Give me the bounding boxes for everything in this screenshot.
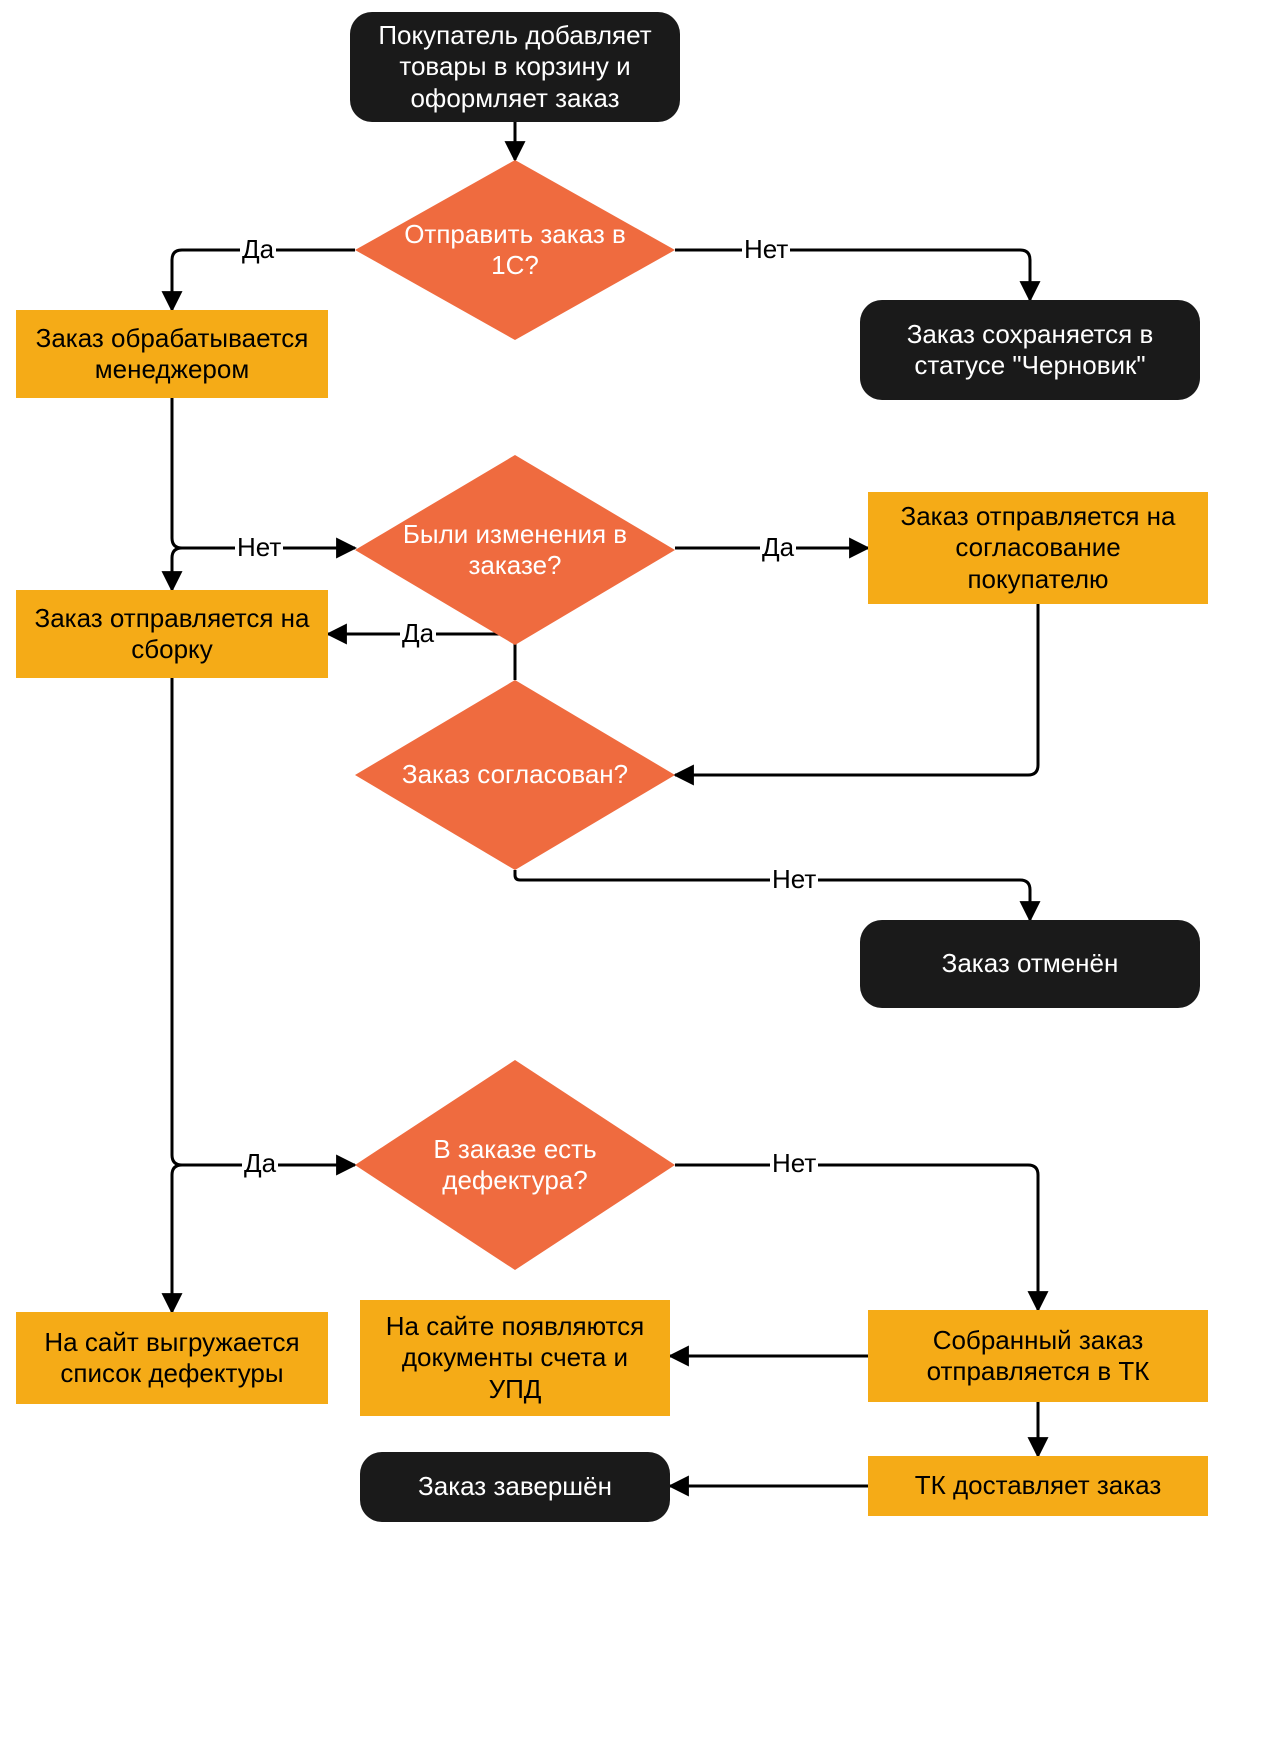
decision-label: Были изменения в заказе? <box>355 455 675 645</box>
process-p-manager: Заказ обрабатывается менеджером <box>16 310 328 398</box>
edge-label-e2: Да <box>240 234 276 265</box>
flowchart-canvas: Покупатель добавляет товары в корзину и … <box>0 0 1280 1739</box>
terminal-t-cancel: Заказ отменён <box>860 920 1200 1008</box>
decision-label: Заказ согласован? <box>355 680 675 870</box>
process-p-docs: На сайте появляются документы счета и УП… <box>360 1300 670 1416</box>
decision-d-agreed: Заказ согласован? <box>355 680 675 870</box>
process-p-delivers: ТК доставляет заказ <box>868 1456 1208 1516</box>
decision-label: В заказе есть дефектура? <box>355 1060 675 1270</box>
edge-e3 <box>675 250 1030 300</box>
edge-label-e12: Нет <box>770 1148 818 1179</box>
decision-d-changes: Были изменения в заказе? <box>355 455 675 645</box>
edge-label-e6: Да <box>760 532 796 563</box>
edge-e10 <box>172 678 355 1165</box>
edge-e11 <box>172 1165 355 1312</box>
decision-d-send-1c: Отправить заказ в 1С? <box>355 160 675 340</box>
edge-label-e8: Да <box>400 618 436 649</box>
process-p-defectlist: На сайт выгружается список дефектуры <box>16 1312 328 1404</box>
terminal-start: Покупатель добавляет товары в корзину и … <box>350 12 680 122</box>
edge-label-e5: Нет <box>235 532 283 563</box>
edge-e7 <box>675 604 1038 775</box>
process-p-approval: Заказ отправляется на согласование покуп… <box>868 492 1208 604</box>
edge-label-e3: Нет <box>742 234 790 265</box>
process-p-sendtk: Собранный заказ отправляется в ТК <box>868 1310 1208 1402</box>
terminal-t-done: Заказ завершён <box>360 1452 670 1522</box>
decision-d-defect: В заказе есть дефектура? <box>355 1060 675 1270</box>
decision-label: Отправить заказ в 1С? <box>355 160 675 340</box>
edge-label-e11: Да <box>242 1148 278 1179</box>
edge-e4 <box>172 398 355 548</box>
process-p-assembly: Заказ отправляется на сборку <box>16 590 328 678</box>
terminal-t-draft: Заказ сохраняется в статусе "Черновик" <box>860 300 1200 400</box>
edge-label-e9: Нет <box>770 864 818 895</box>
edge-e12 <box>675 1165 1038 1310</box>
